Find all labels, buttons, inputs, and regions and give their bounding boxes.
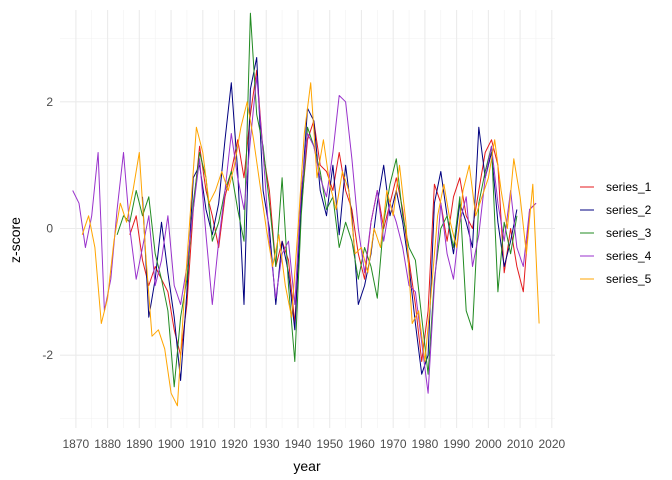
- legend-label: series_3: [606, 226, 652, 240]
- series-line-5: [81, 82, 540, 407]
- legend: series_1 series_2 series_3 series_4 series_5: [580, 180, 652, 286]
- x-tick-label: 2010: [507, 437, 534, 451]
- x-tick-label: 1900: [158, 437, 185, 451]
- x-tick-label: 1960: [348, 437, 375, 451]
- x-tick-label: 1970: [380, 437, 407, 451]
- x-tick-label: 1980: [412, 437, 439, 451]
- y-axis-title: z-score: [7, 217, 23, 263]
- legend-label: series_5: [606, 272, 652, 286]
- x-tick-label: 2000: [475, 437, 502, 451]
- y-tick-label: 2: [46, 95, 53, 109]
- legend-item: series_4: [580, 249, 652, 263]
- x-tick-label: 1880: [94, 437, 121, 451]
- legend-label: series_4: [606, 249, 652, 263]
- x-axis-title: year: [293, 458, 321, 474]
- x-tick-label: 1920: [221, 437, 248, 451]
- legend-item: series_1: [580, 180, 652, 194]
- x-tick-label: 1940: [285, 437, 312, 451]
- legend-label: series_1: [606, 180, 652, 194]
- legend-item: series_5: [580, 272, 652, 286]
- series-line-2: [142, 57, 518, 381]
- legend-item: series_3: [580, 226, 652, 240]
- x-tick-label: 1910: [189, 437, 216, 451]
- x-tick-label: 2020: [538, 437, 565, 451]
- x-tick-label: 1990: [443, 437, 470, 451]
- y-tick-label: 0: [46, 222, 53, 236]
- series-layer: [72, 12, 540, 407]
- y-axis-ticks: -2 0 2: [42, 95, 53, 362]
- x-tick-label: 1950: [316, 437, 343, 451]
- x-tick-label: 1870: [63, 437, 90, 451]
- legend-label: series_2: [606, 203, 652, 217]
- legend-item: series_2: [580, 203, 652, 217]
- y-tick-label: -2: [42, 348, 53, 362]
- grid-lines: [60, 10, 555, 428]
- x-tick-label: 1890: [126, 437, 153, 451]
- x-axis-ticks: 1870 1880 1890 1900 1910 1920 1930 1940 1950 1960…: [63, 437, 566, 451]
- x-tick-label: 1930: [253, 437, 280, 451]
